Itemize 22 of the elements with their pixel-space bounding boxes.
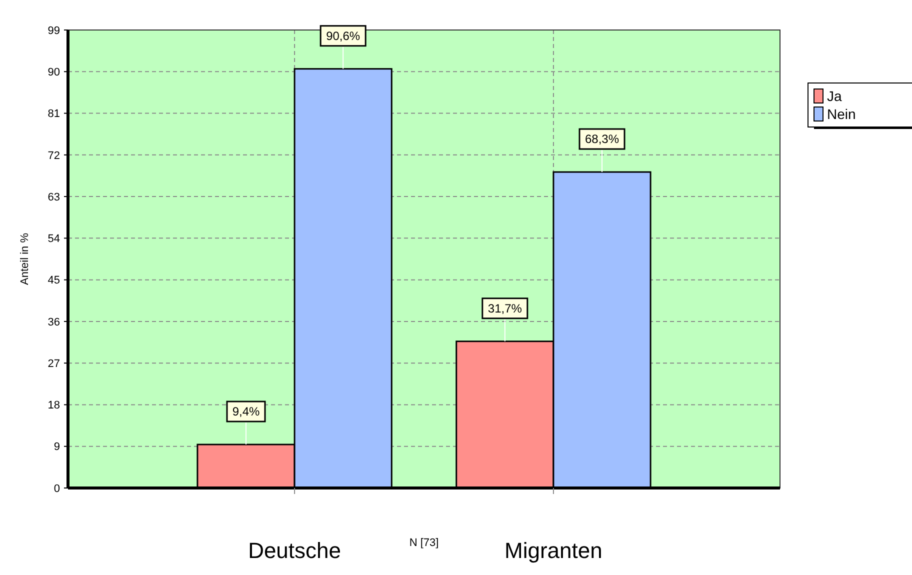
y-tick-label: 54 <box>48 233 60 246</box>
data-label: 9,4% <box>232 404 260 419</box>
y-axis-title: Anteil in % <box>19 232 31 285</box>
data-label: 31,7% <box>488 302 522 316</box>
legend-label: Nein <box>827 106 856 122</box>
y-tick-label: 90 <box>48 66 60 78</box>
legend-label: Ja <box>827 88 842 104</box>
data-label: 90,6% <box>326 29 360 44</box>
x-axis-title: N [73] <box>409 537 439 549</box>
y-tick-label: 45 <box>48 274 60 287</box>
x-tick-label: Deutsche <box>248 538 342 563</box>
y-tick-label: 72 <box>48 150 60 162</box>
y-tick-label: 81 <box>48 108 60 120</box>
y-tick-label: 63 <box>48 191 60 204</box>
y-tick-label: 36 <box>48 316 60 328</box>
y-tick-label: 27 <box>48 358 60 370</box>
data-label: 68,3% <box>584 132 620 146</box>
y-tick-label: 9 <box>54 441 60 454</box>
y-tick-label: 99 <box>48 24 60 37</box>
y-tick-label: 18 <box>48 400 60 412</box>
x-tick-label: Migranten <box>504 538 602 563</box>
y-tick-label: 0 <box>54 482 60 495</box>
